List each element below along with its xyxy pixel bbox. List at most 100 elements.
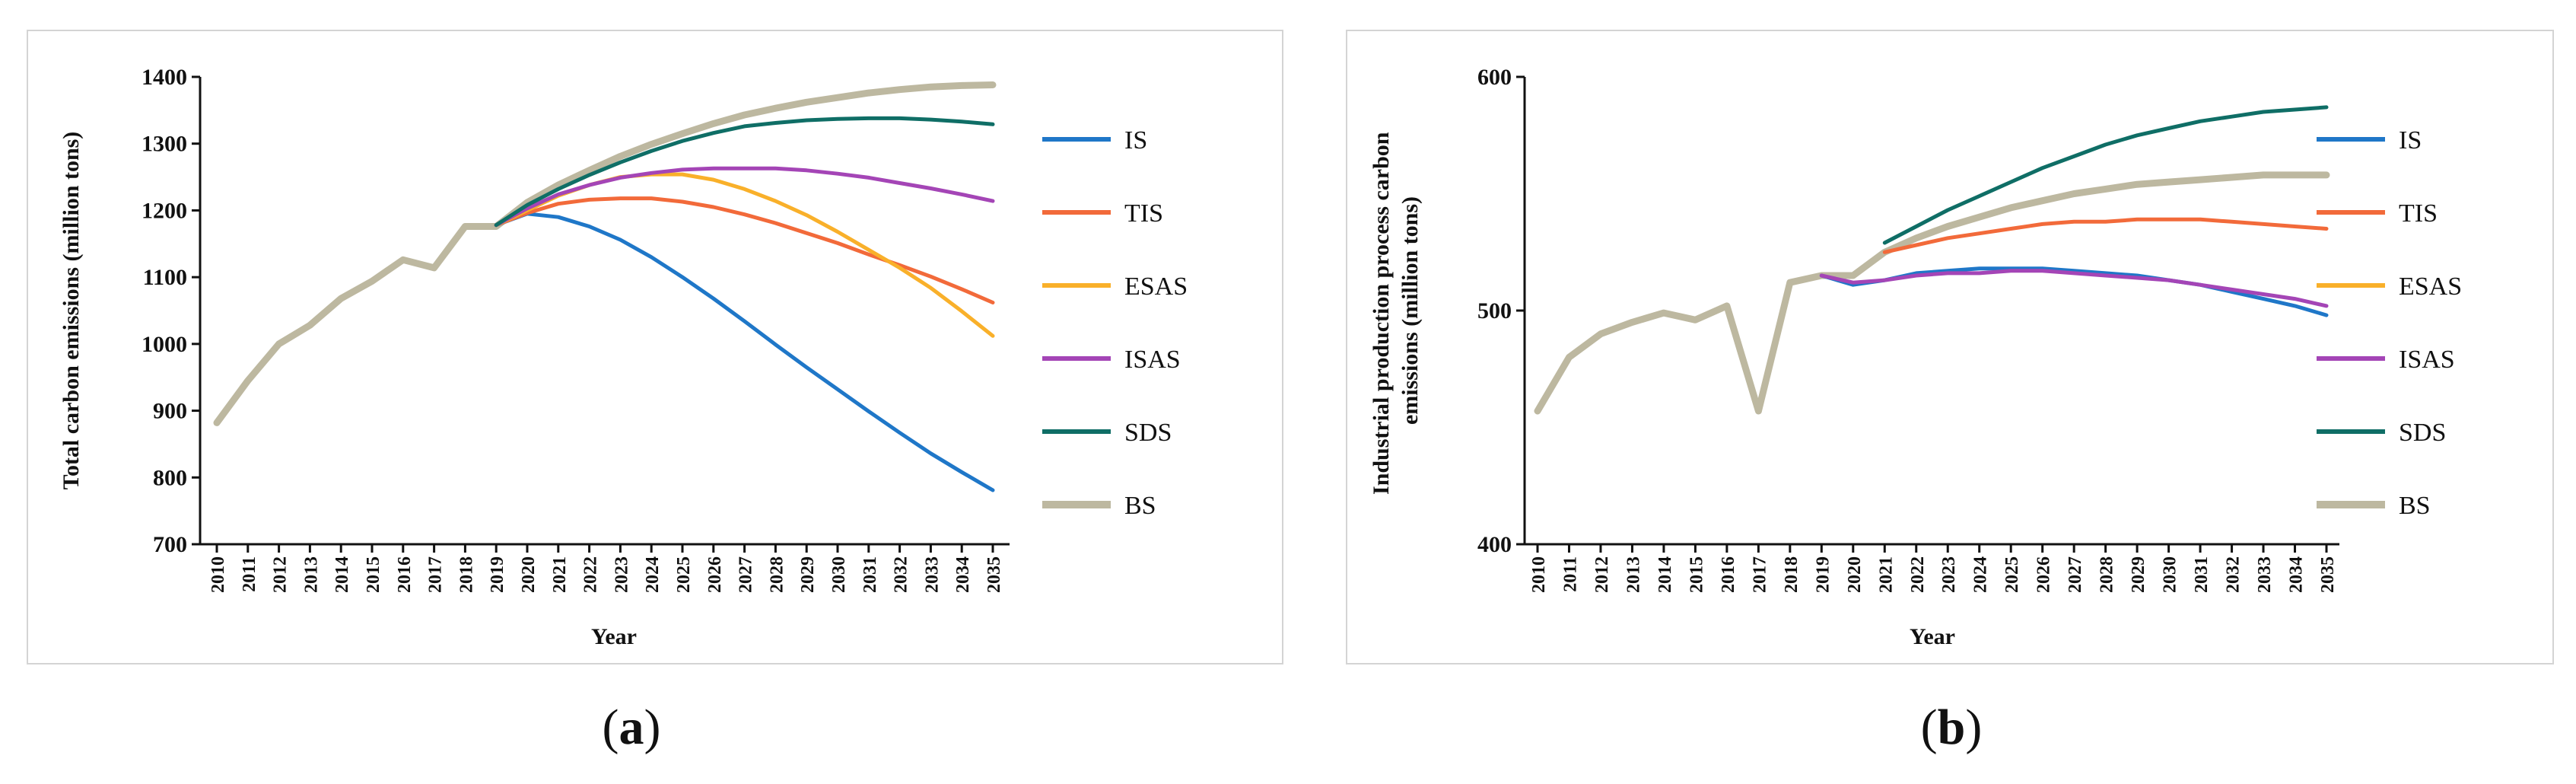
panel-a-y-tick-label: 1100 bbox=[143, 265, 187, 290]
panel-b-x-tick-label: 2032 bbox=[2224, 556, 2244, 593]
panel-b-y-tick-label: 400 bbox=[1477, 532, 1512, 557]
panel-a-x-tick-label: 2022 bbox=[581, 556, 601, 593]
panel-b-y-tick-label: 600 bbox=[1477, 65, 1512, 90]
panel-b-x-tick-label: 2029 bbox=[2129, 556, 2148, 593]
panel-a-x-tick-label: 2018 bbox=[456, 556, 476, 593]
panel-b-y-axis-title-line1: Industrial production process carbon bbox=[1369, 132, 1394, 495]
panel-b-x-axis-title: Year bbox=[1910, 624, 1955, 649]
panel-a-x-tick-label: 2020 bbox=[519, 556, 539, 593]
panel-b-x-tick-label: 2013 bbox=[1624, 556, 1643, 593]
panel-b-legend-label-tis: TIS bbox=[2399, 199, 2438, 228]
panel-a-y-tick-label: 700 bbox=[153, 532, 187, 557]
panel-a-x-tick-label: 2030 bbox=[829, 556, 849, 593]
panel-a-x-tick-label: 2017 bbox=[426, 556, 446, 593]
panel-b-x-tick-label: 2033 bbox=[2255, 556, 2275, 593]
panel-a-y-ticks: 700 800 900 1000 1100 1200 1300 1400 bbox=[142, 65, 200, 557]
panel-b-x-tick-label: 2014 bbox=[1655, 556, 1675, 593]
panel-a-legend-label-bs: BS bbox=[1124, 492, 1156, 520]
panel-a-legend-label-esas: ESAS bbox=[1124, 272, 1188, 301]
panel-a-y-tick-label: 800 bbox=[153, 465, 187, 490]
panel-b-series-lines bbox=[1534, 105, 2330, 415]
panel-b-frame bbox=[1346, 30, 2554, 664]
panel-a-legend-label-tis: TIS bbox=[1124, 199, 1163, 228]
panel-a-x-axis-title: Year bbox=[591, 624, 637, 649]
panel-a-series-bs bbox=[213, 81, 997, 426]
panel-b-legend-label-bs: BS bbox=[2399, 492, 2431, 520]
panel-b-x-tick-label: 2017 bbox=[1750, 556, 1770, 593]
panel-a-series-sds bbox=[494, 116, 995, 228]
panel-b-x-tick-label: 2010 bbox=[1529, 556, 1549, 593]
panel-b-x-tick-label: 2015 bbox=[1687, 556, 1706, 593]
panel-b-x-tick-label: 2026 bbox=[2034, 556, 2054, 593]
panel-a-x-tick-label: 2023 bbox=[612, 556, 631, 593]
panel-a-series-lines bbox=[213, 81, 997, 492]
panel-b-legend-label-isas: ISAS bbox=[2399, 346, 2455, 374]
panel-a-x-tick-label: 2010 bbox=[208, 556, 228, 593]
panel-a-frame bbox=[27, 30, 1283, 664]
panel-b-x-tick-label: 2016 bbox=[1719, 556, 1738, 593]
panel-a-x-tick-label: 2026 bbox=[705, 556, 725, 593]
panel-b-x-tick-label: 2019 bbox=[1813, 556, 1833, 593]
panel-b-x-tick-label: 2020 bbox=[1845, 556, 1865, 593]
panel-b-series-sds bbox=[1882, 105, 2329, 245]
panel-a-x-tick-label: 2027 bbox=[736, 556, 756, 593]
panel-a-x-tick-label: 2034 bbox=[953, 556, 973, 593]
panel-b-x-tick-label: 2018 bbox=[1782, 556, 1802, 593]
panel-a-x-tick-label: 2011 bbox=[240, 556, 259, 592]
panel-b-x-tick-label: 2031 bbox=[2192, 556, 2212, 593]
panel-a-x-tick-label: 2035 bbox=[984, 556, 1004, 593]
panel-b-x-tick-label: 2027 bbox=[2066, 556, 2085, 593]
panel-a-x-tick-label: 2028 bbox=[767, 556, 787, 593]
panel-a-x-tick-label: 2024 bbox=[643, 556, 663, 593]
panel-a-y-tick-label: 1000 bbox=[142, 332, 187, 357]
panel-a-x-tick-label: 2029 bbox=[798, 556, 818, 593]
panel-a-x-ticks: 2010 2011 2012 2013 2014 2015 2016 2017 2018 2019… bbox=[208, 544, 1004, 593]
panel-a-y-tick-label: 1200 bbox=[142, 198, 187, 223]
panel-a-x-tick-label: 2031 bbox=[860, 556, 880, 593]
panel-a-legend: IS TIS ESAS ISAS SDS BS bbox=[1042, 126, 1188, 520]
panel-a-y-axis-title: Total carbon emissions (million tons) bbox=[59, 132, 84, 490]
panel-a-x-tick-label: 2032 bbox=[892, 556, 911, 593]
panel-a-y-tick-label: 1400 bbox=[142, 65, 187, 90]
panel-b-x-tick-label: 2025 bbox=[2002, 556, 2022, 593]
panel-a-x-tick-label: 2013 bbox=[301, 556, 321, 593]
panel-a-y-tick-label: 1300 bbox=[142, 132, 187, 157]
panel-a-x-tick-label: 2012 bbox=[271, 556, 291, 593]
panel-a-x-tick-label: 2019 bbox=[488, 556, 507, 593]
panel-b-series-tis bbox=[1882, 217, 2329, 254]
panel-a-series-is bbox=[494, 212, 995, 492]
panel-b-x-tick-label: 2030 bbox=[2161, 556, 2180, 593]
panel-b-x-tick-label: 2035 bbox=[2318, 556, 2338, 593]
panel-b-x-tick-label: 2011 bbox=[1560, 556, 1580, 592]
panel-b-y-tick-label: 500 bbox=[1477, 298, 1512, 323]
panel-a-legend-label-sds: SDS bbox=[1124, 419, 1172, 447]
panel-b-x-tick-label: 2023 bbox=[1939, 556, 1959, 593]
panel-b-y-ticks: 400 500 600 bbox=[1477, 65, 1525, 557]
panel-b-caption: (b) bbox=[1921, 700, 1983, 755]
panel-b-legend-label-esas: ESAS bbox=[2399, 272, 2462, 301]
panel-b-x-ticks: 2010 2011 2012 2013 2014 2015 2016 2017 2018 2019… bbox=[1529, 544, 2338, 593]
panel-a-x-tick-label: 2015 bbox=[364, 556, 383, 593]
panel-a-caption: (a) bbox=[603, 700, 661, 755]
panel-a-series-tis bbox=[494, 196, 995, 304]
panel-a-x-tick-label: 2016 bbox=[395, 556, 415, 593]
panel-a-x-tick-label: 2014 bbox=[332, 556, 352, 593]
panel-a-x-tick-label: 2025 bbox=[674, 556, 694, 593]
panel-b-x-tick-label: 2012 bbox=[1592, 556, 1612, 593]
panel-b-series-bs bbox=[1534, 171, 2330, 415]
panel-b-x-tick-label: 2034 bbox=[2287, 556, 2307, 593]
panel-b-y-axis-title: Industrial production process carbon emi… bbox=[1369, 126, 1423, 495]
panel-b-legend-label-sds: SDS bbox=[2399, 419, 2446, 447]
panel-a-legend-label-is: IS bbox=[1124, 126, 1147, 155]
panel-a-legend-label-isas: ISAS bbox=[1124, 346, 1181, 374]
panel-b-legend: IS TIS ESAS ISAS SDS BS bbox=[2317, 126, 2462, 520]
panel-b-y-axis-title-line2: emissions (million tons) bbox=[1398, 196, 1423, 425]
panel-b-x-tick-label: 2021 bbox=[1876, 556, 1896, 593]
panel-a-x-tick-label: 2033 bbox=[922, 556, 942, 593]
panel-b-series-isas bbox=[1819, 269, 2329, 308]
panel-b-x-tick-label: 2024 bbox=[1971, 556, 1991, 593]
panel-b-x-tick-label: 2028 bbox=[2097, 556, 2117, 593]
